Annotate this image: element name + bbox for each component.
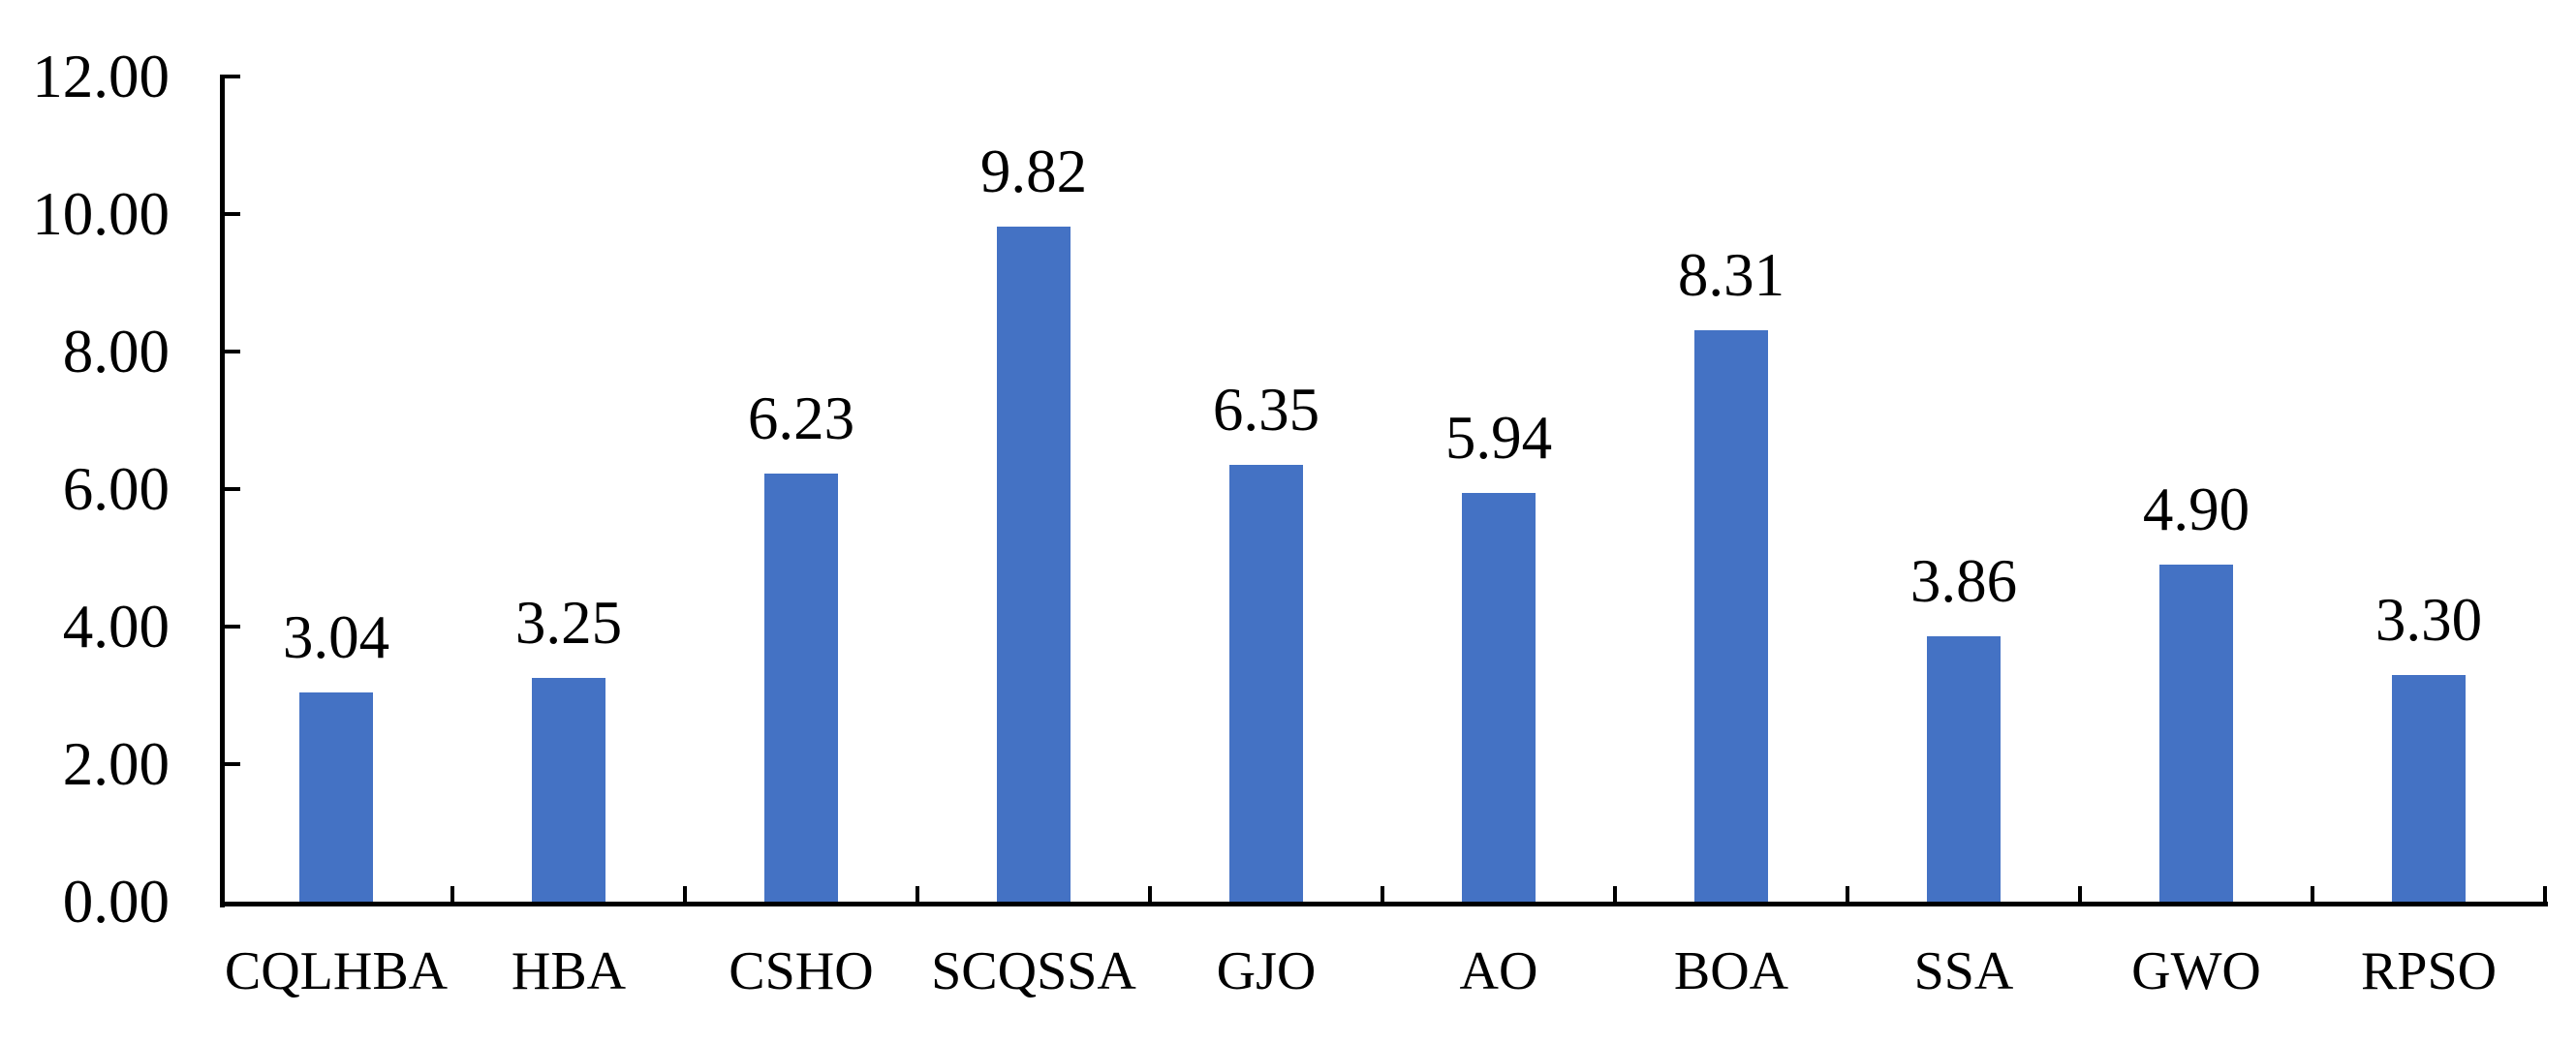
y-tick (225, 487, 240, 491)
value-label: 3.86 (1909, 547, 2018, 615)
bar (1229, 465, 1303, 902)
value-label: 6.23 (747, 384, 855, 452)
bar (299, 692, 373, 902)
x-tick (1613, 886, 1617, 904)
y-tick-label: 0.00 (62, 868, 170, 936)
x-axis-line (220, 902, 2548, 906)
bar (1694, 330, 1768, 902)
x-tick (1381, 886, 1384, 904)
value-label: 5.94 (1444, 404, 1553, 472)
y-tick-label: 10.00 (32, 180, 170, 248)
x-tick (450, 886, 454, 904)
category-label: CSHO (729, 941, 874, 1001)
x-tick (916, 886, 919, 904)
x-tick (683, 886, 687, 904)
y-axis-line (220, 75, 225, 907)
value-label: 4.90 (2142, 476, 2250, 543)
category-label: HBA (511, 941, 627, 1001)
bar (764, 474, 838, 902)
bar (997, 227, 1071, 902)
x-tick (2311, 886, 2314, 904)
value-label: 3.30 (2374, 586, 2483, 654)
category-label: GJO (1216, 941, 1317, 1001)
value-label: 8.31 (1677, 241, 1785, 309)
value-label: 3.25 (514, 589, 623, 657)
y-tick-label: 12.00 (32, 43, 170, 110)
category-label: CQLHBA (224, 941, 449, 1001)
x-tick (1148, 886, 1152, 904)
y-tick-label: 6.00 (62, 455, 170, 523)
y-tick-label: 8.00 (62, 318, 170, 385)
y-tick (225, 212, 240, 216)
bar (1927, 636, 2001, 902)
y-tick (225, 762, 240, 766)
category-label: BOA (1673, 941, 1789, 1001)
y-tick (225, 625, 240, 629)
value-label: 9.82 (979, 138, 1088, 205)
category-label: SCQSSA (931, 941, 1136, 1001)
bar (2159, 565, 2233, 902)
value-label: 6.35 (1212, 376, 1320, 444)
category-label: SSA (1913, 941, 2014, 1001)
bar (2392, 675, 2466, 902)
y-tick-label: 4.00 (62, 593, 170, 660)
y-tick (225, 75, 240, 78)
bar (1462, 493, 1536, 902)
x-tick (2543, 886, 2547, 904)
category-label: GWO (2131, 941, 2261, 1001)
y-tick (225, 350, 240, 353)
value-label: 3.04 (282, 603, 390, 671)
category-label: RPSO (2360, 941, 2498, 1001)
category-label: AO (1459, 941, 1538, 1001)
x-tick (1846, 886, 1849, 904)
bar (532, 678, 605, 902)
x-tick (2078, 886, 2082, 904)
y-tick-label: 2.00 (62, 730, 170, 798)
